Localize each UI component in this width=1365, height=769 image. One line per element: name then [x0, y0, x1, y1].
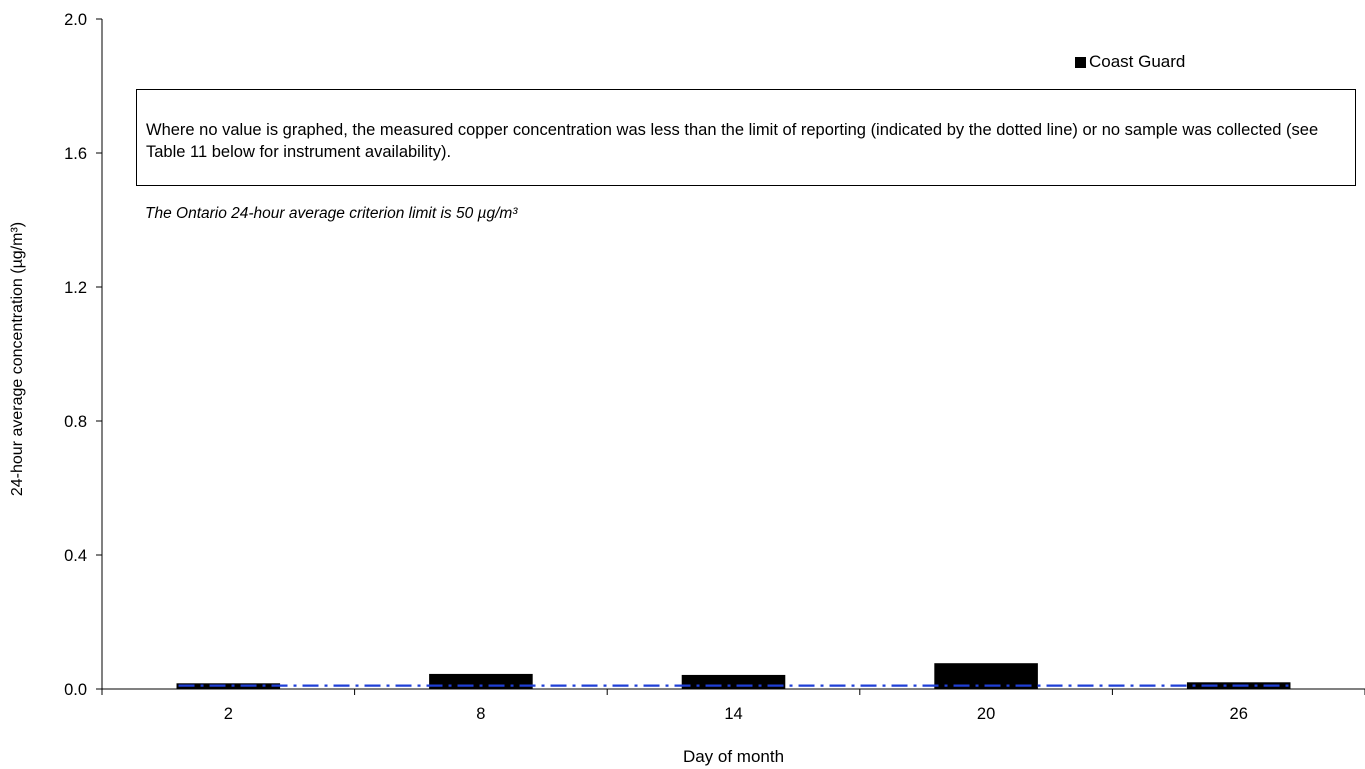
note-box: Where no value is graphed, the measured … — [136, 89, 1356, 186]
y-axis-label: 24-hour average concentration (µg/m³) — [9, 222, 26, 496]
y-tick-label: 0.8 — [64, 413, 87, 431]
bar — [176, 683, 281, 689]
legend-label-coast-guard: Coast Guard — [1089, 52, 1186, 71]
y-tick-label: 1.2 — [64, 279, 87, 297]
x-tick-label: 14 — [724, 705, 742, 723]
criterion-note: The Ontario 24-hour average criterion li… — [145, 205, 518, 222]
x-tick-label: 26 — [1230, 705, 1248, 723]
x-tick-label: 8 — [476, 705, 485, 723]
x-tick-label: 2 — [224, 705, 233, 723]
bar — [429, 673, 533, 689]
bar — [681, 674, 786, 689]
y-tick-label: 0.0 — [64, 681, 87, 699]
y-tick-label: 0.4 — [64, 547, 87, 565]
y-tick-label: 2.0 — [64, 11, 87, 29]
y-tick-label: 1.6 — [64, 145, 87, 163]
x-axis-ticks: 2 8 14 20 26 — [101, 689, 1365, 723]
x-axis-label: Day of month — [683, 747, 784, 766]
note-text: Where no value is graphed, the measured … — [146, 121, 1319, 161]
y-axis-ticks: 0.0 0.4 0.8 1.2 1.6 2.0 — [64, 11, 102, 699]
x-tick-label: 20 — [977, 705, 995, 723]
legend: Coast Guard — [1075, 52, 1185, 72]
legend-swatch-coast-guard — [1075, 56, 1086, 68]
